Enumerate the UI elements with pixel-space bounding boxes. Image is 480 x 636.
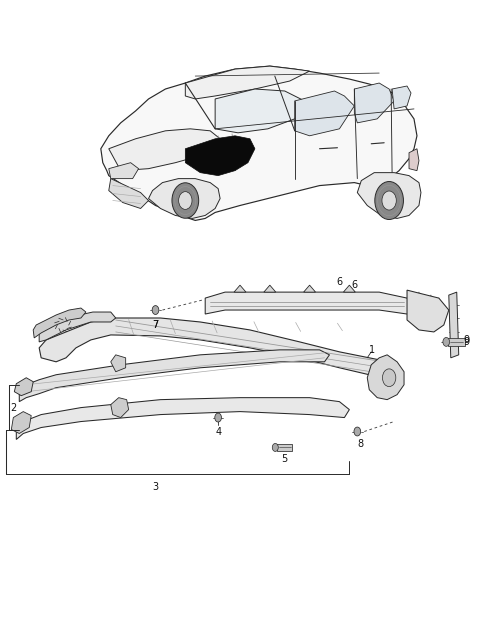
Polygon shape <box>101 66 417 221</box>
Polygon shape <box>304 285 315 292</box>
Polygon shape <box>234 285 246 292</box>
Polygon shape <box>14 378 33 396</box>
Polygon shape <box>39 312 116 342</box>
Circle shape <box>382 191 396 210</box>
Text: 7: 7 <box>152 320 158 330</box>
Bar <box>448 338 465 346</box>
Polygon shape <box>409 149 419 170</box>
Circle shape <box>354 427 360 436</box>
Polygon shape <box>16 398 349 439</box>
Polygon shape <box>205 292 414 314</box>
Polygon shape <box>354 83 394 123</box>
Polygon shape <box>111 398 129 418</box>
Polygon shape <box>12 411 31 434</box>
Circle shape <box>172 183 199 218</box>
Text: 6: 6 <box>336 277 343 287</box>
Polygon shape <box>33 308 86 338</box>
Text: 6: 6 <box>351 280 358 290</box>
Text: 5: 5 <box>282 454 288 464</box>
Text: 3: 3 <box>153 482 158 492</box>
Polygon shape <box>215 89 305 133</box>
Polygon shape <box>367 355 404 399</box>
Polygon shape <box>357 172 421 218</box>
Polygon shape <box>19 350 329 401</box>
Bar <box>277 444 292 451</box>
Circle shape <box>443 338 450 347</box>
Text: 9: 9 <box>464 337 470 347</box>
Polygon shape <box>185 136 255 176</box>
Polygon shape <box>264 285 276 292</box>
Polygon shape <box>109 129 220 170</box>
Text: 1: 1 <box>369 345 375 355</box>
Text: 9: 9 <box>464 335 470 345</box>
Polygon shape <box>343 285 355 292</box>
Circle shape <box>152 306 159 314</box>
Polygon shape <box>148 179 220 218</box>
Text: 7: 7 <box>152 320 158 330</box>
Polygon shape <box>449 292 459 358</box>
Polygon shape <box>407 290 449 332</box>
Polygon shape <box>39 318 394 378</box>
Polygon shape <box>295 91 354 136</box>
Polygon shape <box>111 355 126 372</box>
Circle shape <box>375 181 404 219</box>
Polygon shape <box>109 179 148 209</box>
Text: 8: 8 <box>357 439 363 450</box>
Polygon shape <box>392 86 411 109</box>
Polygon shape <box>109 163 139 179</box>
Circle shape <box>383 369 396 387</box>
Text: 2: 2 <box>10 403 16 413</box>
Circle shape <box>179 191 192 209</box>
Circle shape <box>272 443 278 452</box>
Text: 4: 4 <box>215 427 221 436</box>
Circle shape <box>215 413 221 422</box>
Polygon shape <box>185 66 310 99</box>
